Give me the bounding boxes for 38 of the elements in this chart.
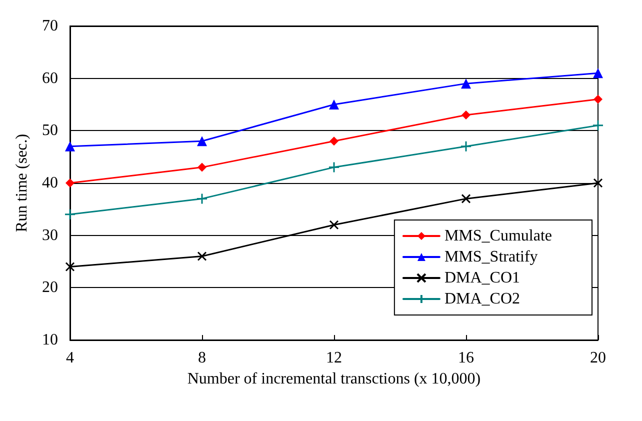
y-axis-title: Run time (sec.) (14, 134, 30, 232)
point (65, 141, 75, 152)
legend-label: MMS_Stratify (444, 248, 538, 266)
point (196, 192, 208, 204)
point (593, 178, 603, 188)
legend-label: DMA_CO2 (444, 290, 520, 308)
point (593, 68, 603, 78)
point (64, 208, 76, 220)
point (594, 94, 602, 104)
x-tick-label: 8 (198, 350, 206, 366)
point (197, 136, 207, 146)
point (198, 162, 206, 172)
x-axis-title: Number of incremental transctions (x 10,000) (187, 370, 481, 388)
point (328, 162, 340, 174)
point (197, 252, 207, 262)
point (330, 136, 338, 146)
point (461, 78, 471, 89)
point (460, 140, 472, 152)
y-tick-label: 40 (42, 174, 58, 192)
point (592, 120, 604, 132)
point (462, 110, 470, 120)
y-tick-label: 60 (42, 70, 58, 87)
y-tick-label: 50 (42, 122, 58, 140)
x-tick-label: 16 (458, 350, 474, 366)
x-tick-label: 12 (326, 350, 342, 366)
point (66, 178, 74, 188)
point (461, 194, 471, 204)
point (65, 262, 75, 272)
x-tick-label: 4 (66, 350, 74, 366)
point (329, 100, 339, 110)
y-tick-label: 30 (42, 226, 58, 244)
y-tick-label: 20 (42, 279, 58, 296)
point (329, 220, 339, 230)
y-tick-label: 10 (42, 332, 58, 348)
y-tick-label: 70 (42, 18, 58, 34)
x-tick-label: 20 (590, 350, 606, 366)
legend-label: MMS_Cumulate (444, 228, 552, 244)
legend-label: DMA_CO1 (444, 270, 520, 286)
